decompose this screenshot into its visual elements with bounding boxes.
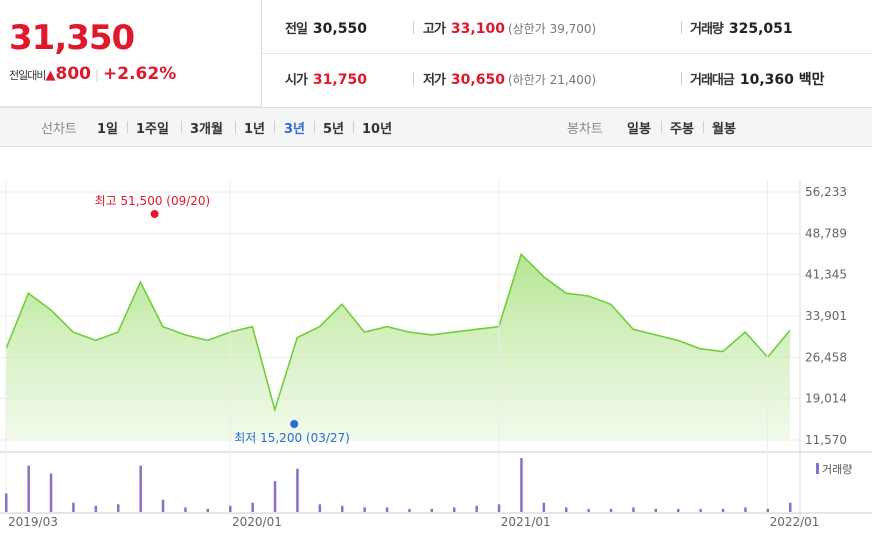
tab-5y[interactable]: 5년 [323, 122, 345, 137]
line-chart-label: 선차트 [41, 122, 77, 137]
tab-3y[interactable]: 3년 [284, 122, 306, 137]
high-annotation: 최고 51,500 (09/20) [95, 194, 211, 208]
volume-bar [475, 505, 478, 512]
x-tick-label: 2019/03 [8, 515, 58, 529]
volume-bar [744, 507, 747, 512]
price-line [5, 252, 791, 413]
up-arrow-icon: ▲ [45, 68, 56, 83]
volume-bar [117, 504, 120, 512]
low-annotation: 최저 15,200 (03/27) [234, 431, 350, 445]
stat-sub: (상한가 39,700) [507, 22, 597, 36]
stat-label: 고가 [423, 22, 446, 37]
price-chart: 56,233 48,789 41,345 33,901 26,458 19,014 11,5… [0, 180, 872, 529]
volume-bar [27, 465, 30, 512]
stat-value: 325,051 [728, 21, 793, 37]
tab-1d[interactable]: 1일 [97, 122, 119, 137]
volume-bar [273, 481, 277, 512]
volume-bar [721, 508, 725, 512]
volume-bar [385, 507, 389, 512]
tab-1y[interactable]: 1년 [244, 122, 266, 137]
stat-label: 거래량 [690, 22, 724, 37]
low-marker [290, 420, 299, 428]
stat-sub: (하한가 21,400) [507, 73, 597, 87]
tab-daily[interactable]: 일봉 [627, 122, 651, 137]
y-tick-label: 11,570 [805, 433, 847, 447]
y-tick-label: 48,789 [805, 226, 847, 240]
x-tick-label: 2020/01 [232, 515, 282, 529]
volume-bar [654, 508, 658, 512]
tab-3m[interactable]: 3개월 [190, 122, 223, 137]
stat-label: 거래대금 [690, 73, 735, 88]
chart-tabs: 선차트 1일 1주일 3개월 1년 3년 5년 10년 봉차트 일봉 주봉 월봉 [0, 107, 872, 147]
volume-bar [677, 508, 680, 512]
tab-1w[interactable]: 1주일 [136, 122, 169, 137]
change-rate: +2.62% [103, 64, 177, 84]
volume-bar [542, 502, 546, 512]
tab-10y[interactable]: 10년 [362, 122, 393, 137]
volume-bar [139, 465, 142, 512]
y-tick-label: 56,233 [805, 185, 847, 199]
high-marker [150, 210, 159, 218]
stat-value: 30,550 [312, 21, 367, 37]
stat-volume: 거래량 325,051 [690, 18, 793, 37]
stat-value: 31,750 [312, 72, 367, 88]
volume-bar [453, 507, 456, 512]
stat-low: 저가 30,650 (하한가 21,400) [423, 69, 596, 88]
volume-bar [184, 507, 187, 512]
volume-bar [229, 505, 232, 512]
tab-monthly[interactable]: 월봉 [712, 122, 736, 137]
volume-bar [609, 508, 613, 512]
y-tick-label: 26,458 [805, 350, 847, 364]
y-tick-label: 33,901 [805, 309, 847, 323]
x-tick-label: 2021/01 [501, 515, 551, 529]
price-area [6, 254, 790, 440]
stat-high: 고가 33,100 (상한가 39,700) [423, 18, 596, 37]
stat-value: 33,100 [450, 21, 505, 37]
change-label: 전일대비 [9, 69, 46, 82]
volume-bar [520, 458, 523, 512]
stat-open: 시가 31,750 [285, 69, 367, 88]
stat-value: 10,360 백만 [739, 72, 825, 88]
volume-legend: 거래량 [822, 463, 852, 476]
volume-bar [72, 502, 75, 512]
volume-bar [430, 508, 434, 512]
volume-bar [341, 505, 344, 512]
stat-label: 시가 [285, 73, 308, 88]
stat-prev-close: 전일 30,550 [285, 18, 367, 37]
volume-bar [251, 502, 254, 512]
volume-bar [408, 508, 411, 512]
volume-bar [766, 508, 770, 512]
quote-header: 31,350 전일대비▲800 | +2.62% 전일 30,550 고가 33,100… [0, 0, 872, 108]
volume-bar [206, 508, 210, 512]
volume-bar [363, 507, 366, 512]
volume-bar [565, 507, 568, 512]
volume-bar [632, 507, 635, 512]
price-change: 전일대비▲800 | +2.62% [9, 64, 177, 84]
stat-label: 전일 [285, 22, 308, 37]
volume-bar [318, 504, 322, 512]
tab-weekly[interactable]: 주봉 [670, 122, 694, 137]
volume-legend-swatch [816, 463, 819, 474]
change-amount: 800 [55, 64, 91, 84]
y-tick-label: 19,014 [805, 392, 847, 406]
stat-value: 30,650 [450, 72, 505, 88]
volume-bar [5, 493, 8, 512]
candle-chart-label: 봉차트 [567, 122, 603, 137]
y-tick-label: 41,345 [805, 268, 847, 282]
x-tick-label: 2022/01 [770, 515, 820, 529]
volume-bar [296, 468, 299, 512]
volume-bar [161, 499, 165, 512]
volume-bar [789, 502, 792, 512]
volume-bar [587, 508, 590, 512]
volume-bar [699, 508, 702, 512]
volume-bar [497, 504, 501, 512]
stat-label: 저가 [423, 73, 446, 88]
current-price: 31,350 [9, 18, 135, 58]
volume-bar [49, 473, 53, 512]
price-box: 31,350 전일대비▲800 | +2.62% [0, 0, 262, 107]
volume-bar [94, 505, 98, 512]
stat-amount: 거래대금 10,360 백만 [690, 69, 825, 89]
